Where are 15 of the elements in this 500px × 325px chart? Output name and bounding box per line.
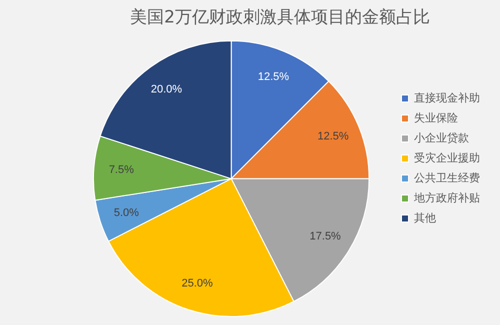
legend-label: 其他 — [414, 211, 436, 224]
data-label: 17.5% — [310, 230, 342, 242]
data-label: 12.5% — [258, 70, 290, 83]
legend-label: 直接现金补助 — [414, 91, 480, 104]
data-label: 20.0% — [150, 84, 182, 96]
legend-label: 失业保险 — [414, 111, 458, 124]
legend-label: 受灾企业援助 — [414, 151, 480, 164]
data-label: 12.5% — [317, 130, 349, 143]
chart-title: 美国2万亿财政刺激具体项目的金额占比 — [130, 8, 430, 28]
legend-label: 公共卫生经费 — [414, 171, 480, 184]
legend-label: 小企业贷款 — [414, 131, 469, 144]
data-label: 5.0% — [114, 206, 140, 219]
data-label: 7.5% — [108, 164, 134, 176]
data-label: 25.0% — [182, 278, 213, 290]
legend-label: 地方政府补贴 — [413, 191, 480, 204]
